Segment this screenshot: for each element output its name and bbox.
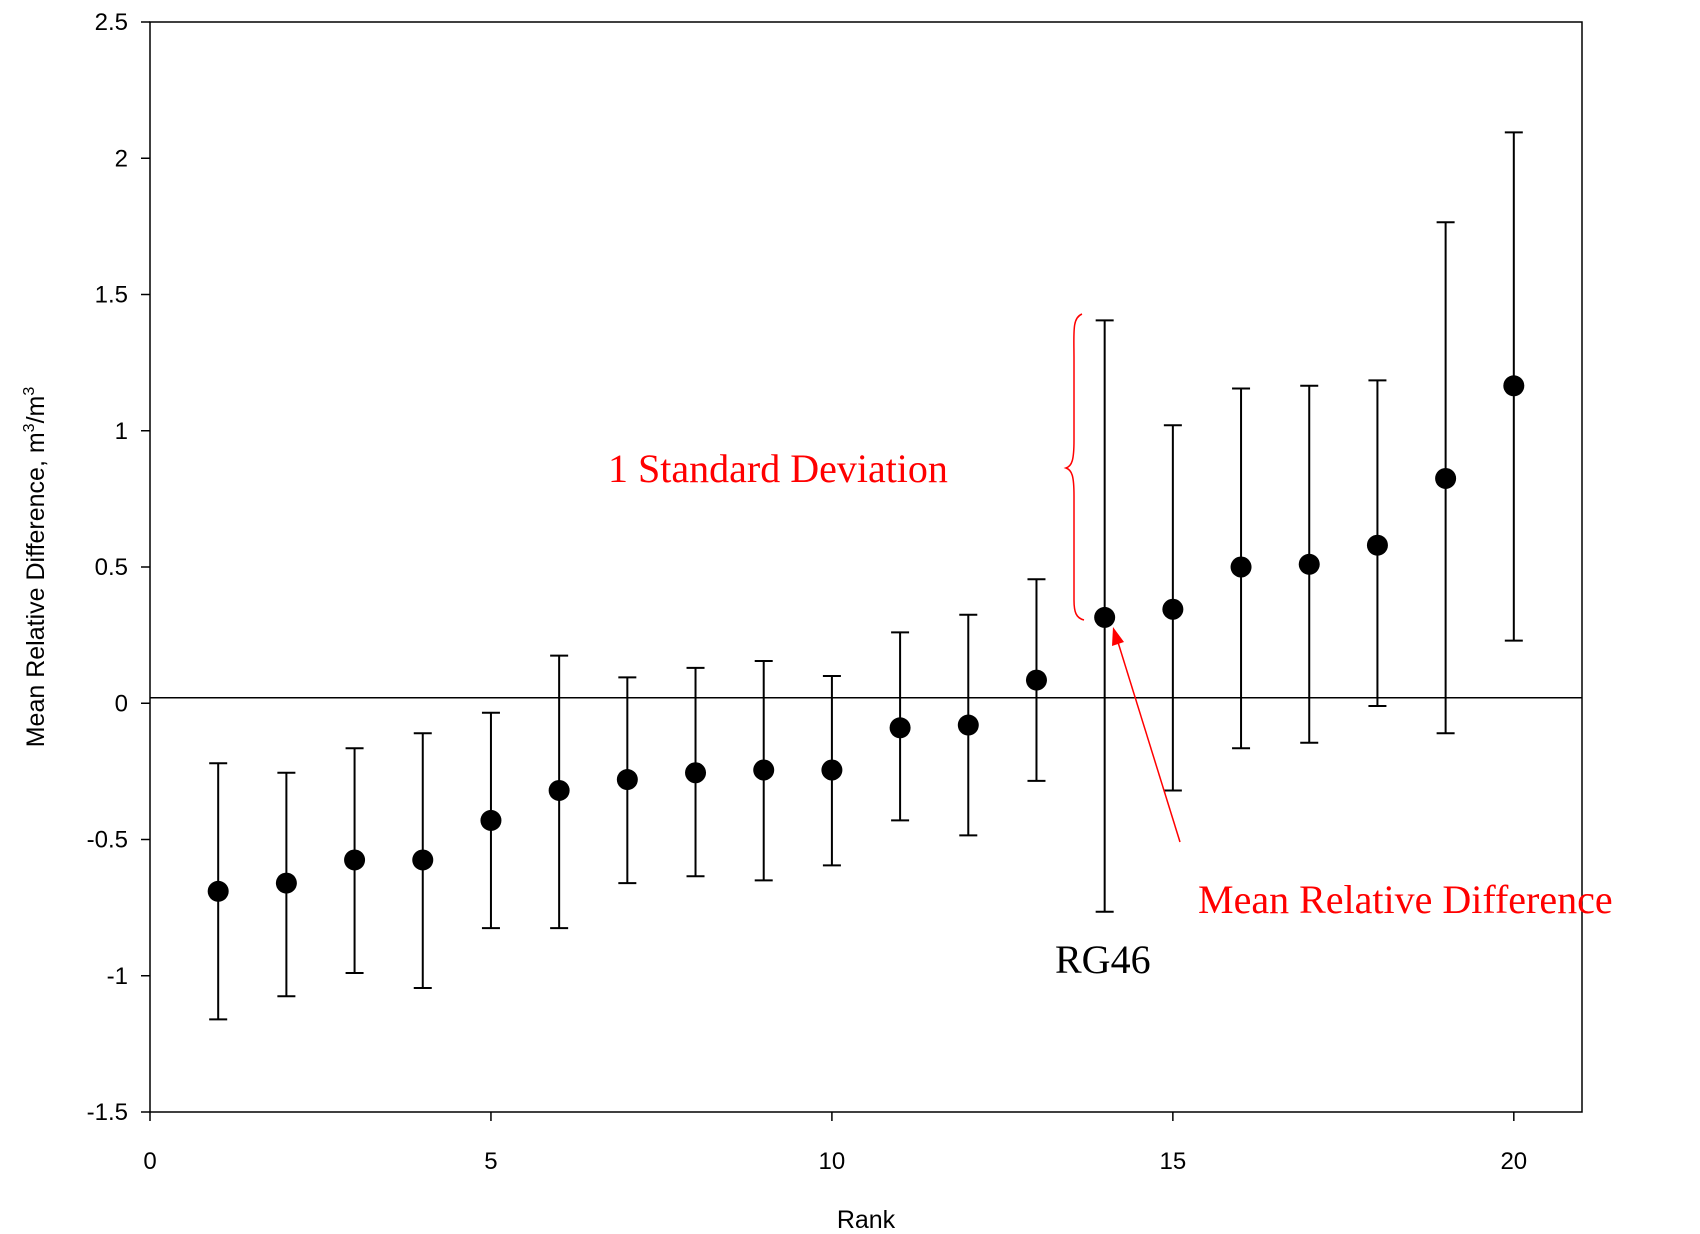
- data-point: [821, 759, 843, 781]
- std-label: 1 Standard Deviation: [608, 446, 948, 491]
- y-tick-label: 2.5: [95, 9, 128, 36]
- x-axis: 0 5 10 15 20: [143, 1112, 1527, 1175]
- data-point: [344, 849, 366, 871]
- data-point: [1094, 606, 1116, 628]
- y-axis-title-text: Mean Relative Difference, m: [22, 432, 50, 747]
- data-point: [1366, 534, 1388, 556]
- x-tick-label: 5: [484, 1148, 497, 1175]
- data-point: [1162, 598, 1184, 620]
- data-point: [957, 714, 979, 736]
- data-point: [412, 849, 434, 871]
- x-tick-label: 20: [1500, 1148, 1527, 1175]
- data-point: [1435, 467, 1457, 489]
- y-tick-label: -1.5: [87, 1099, 128, 1126]
- x-tick-label: 10: [819, 1148, 846, 1175]
- y-axis-title-mid: /m: [22, 396, 50, 424]
- x-tick-label: 0: [143, 1148, 156, 1175]
- y-tick-label: 1: [115, 418, 128, 445]
- point-label-rg46: RG46: [1055, 937, 1151, 982]
- y-tick-label: 0.5: [95, 554, 128, 581]
- mrd-arrow: [1116, 638, 1181, 843]
- data-points: [207, 375, 1525, 902]
- mrd-arrowhead: [1112, 627, 1124, 646]
- mrd-label: Mean Relative Difference: [1198, 877, 1613, 922]
- y-tick-label: 0: [115, 690, 128, 717]
- data-point: [889, 717, 911, 739]
- y-axis-title-sup1: 3: [21, 423, 38, 432]
- data-point: [1298, 553, 1320, 575]
- data-point: [207, 880, 229, 902]
- y-axis-title-sup2: 3: [21, 387, 38, 396]
- data-point: [480, 809, 502, 831]
- std-brace: [1063, 313, 1085, 621]
- x-tick-label: 15: [1160, 1148, 1187, 1175]
- data-point: [753, 759, 775, 781]
- data-point: [275, 872, 297, 894]
- y-axis-title: Mean Relative Difference, m3/m3: [21, 387, 50, 748]
- plot-frame: [149, 21, 1583, 1113]
- data-point: [616, 769, 638, 791]
- y-tick-label: -0.5: [87, 827, 128, 854]
- data-point: [1503, 375, 1525, 397]
- data-point: [548, 779, 570, 801]
- data-point: [1025, 669, 1047, 691]
- data-point: [685, 762, 707, 784]
- y-axis: -1.5 -1 -0.5 0 0.5 1 1.5 2 2.5: [87, 9, 150, 1126]
- x-axis-title: Rank: [837, 1206, 896, 1234]
- y-tick-label: 2: [115, 145, 128, 172]
- y-tick-label: 1.5: [95, 282, 128, 309]
- data-point: [1230, 556, 1252, 578]
- y-tick-label: -1: [107, 963, 128, 990]
